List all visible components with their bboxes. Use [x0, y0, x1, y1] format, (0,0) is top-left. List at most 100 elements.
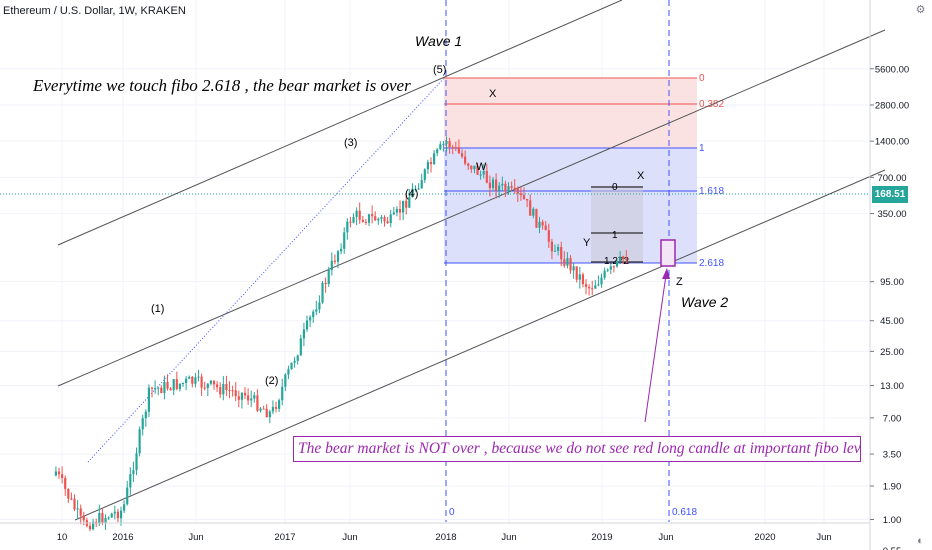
last-price-badge: 168.51 — [872, 186, 908, 203]
fib-label-0: 0 — [699, 73, 705, 84]
candle-down — [57, 471, 61, 475]
candle-up — [352, 216, 355, 223]
fib-time-label-0618: 0.618 — [672, 507, 697, 518]
candle-up — [172, 379, 175, 391]
candle-down — [383, 217, 386, 222]
candle-up — [305, 320, 309, 330]
candle-down — [203, 387, 206, 389]
time-tick-label: Jun — [658, 532, 673, 543]
fib-ext-label-0: 0 — [612, 182, 618, 193]
candle-up — [330, 260, 333, 271]
candle-up — [299, 338, 302, 356]
candle-up — [340, 248, 343, 252]
channel-lower[interactable] — [74, 169, 886, 521]
candle-up — [408, 197, 411, 208]
candle-up — [181, 382, 185, 384]
candle-up — [436, 149, 439, 154]
gear-icon[interactable]: ⚙ — [915, 3, 926, 16]
candle-up — [336, 251, 340, 262]
time-tick-label: 2016 — [112, 532, 133, 543]
candle-down — [405, 200, 408, 208]
arrow-head — [662, 268, 670, 279]
wave-count-4: (4) — [405, 188, 418, 200]
candle-up — [402, 200, 405, 213]
candle-down — [358, 210, 361, 220]
candle-down — [371, 214, 374, 217]
candle-up — [553, 250, 557, 252]
grid-lines — [0, 0, 870, 523]
fib-time-label-0: 0 — [449, 507, 455, 518]
candle-down — [581, 274, 585, 285]
candle-up — [296, 355, 299, 361]
candle-up — [377, 218, 380, 221]
candle-down — [591, 288, 594, 290]
candle-up — [209, 380, 213, 384]
price-axis[interactable]: 5600.00 2800.00 1400.00 700.00 350.00 95.00 45… — [870, 64, 909, 550]
candle-down — [231, 390, 234, 392]
candle-up — [473, 165, 476, 170]
candle-up — [442, 143, 445, 145]
candle-down — [101, 512, 104, 524]
candle-down — [460, 153, 464, 157]
candle-up — [281, 386, 284, 401]
price-tick-label: 1.90 — [883, 481, 902, 492]
candle-up — [603, 270, 606, 278]
candle-up — [271, 407, 275, 412]
candle-down — [191, 376, 194, 384]
candle-up — [250, 398, 253, 401]
candle-up — [135, 453, 138, 471]
candle-up — [185, 378, 188, 383]
candle-up — [92, 521, 95, 530]
price-tick-label: 3.50 — [883, 450, 902, 461]
time-axis[interactable]: 10 2016 Jun 2017 Jun 2018 Jun 2019 Jun 2020 Jun — [57, 532, 832, 543]
candle-up — [414, 188, 417, 190]
price-tick-label: 2800.00 — [875, 100, 909, 111]
price-tick-label: 5600.00 — [875, 64, 909, 75]
time-tick-label: Jun — [501, 532, 516, 543]
candle-up — [594, 285, 597, 289]
candle-down — [476, 165, 479, 175]
label-y: Y — [583, 237, 591, 249]
time-tick-label: Jun — [188, 532, 203, 543]
candle-up — [439, 144, 442, 150]
candle-up — [417, 188, 420, 190]
candle-up — [538, 221, 541, 228]
candle-up — [491, 179, 495, 189]
annotation-bottom-note: The bear market is NOT over , because we… — [293, 436, 861, 462]
candle-down — [550, 241, 554, 252]
candle-up — [126, 487, 129, 505]
candle-up — [268, 411, 271, 418]
candle-up — [445, 141, 448, 144]
candle-up — [54, 471, 58, 476]
price-tick-label: 350.00 — [877, 209, 906, 220]
candle-up — [411, 188, 414, 198]
candle-up — [157, 387, 160, 389]
candle-up — [284, 374, 287, 387]
candle-down — [451, 147, 454, 149]
candle-up — [321, 282, 324, 303]
fib-ext-label-1: 1 — [612, 230, 618, 241]
target-box[interactable] — [660, 239, 676, 267]
fib-retracement[interactable]: 0 0.382 1 1.618 2.618 — [444, 73, 724, 269]
channel-upper[interactable] — [57, 0, 623, 246]
candle-down — [265, 408, 268, 418]
candle-down — [504, 183, 507, 192]
candle-up — [367, 214, 371, 223]
candle-down — [237, 396, 240, 400]
time-tick-label: Jun — [342, 532, 357, 543]
wave-count-3: (3) — [344, 137, 357, 149]
candle-down — [563, 259, 566, 266]
candle-down — [73, 498, 76, 510]
candle-up — [163, 382, 166, 394]
candle-down — [588, 286, 591, 289]
log-scale-icon[interactable]: ◐ — [917, 535, 924, 547]
candle-up — [138, 429, 141, 454]
candle-down — [575, 266, 578, 280]
candle-up — [104, 517, 107, 524]
candle-up — [113, 511, 116, 514]
candle-down — [116, 511, 120, 519]
channel-middle[interactable] — [57, 29, 886, 387]
candle-up — [615, 261, 619, 267]
candle-up — [144, 411, 147, 419]
